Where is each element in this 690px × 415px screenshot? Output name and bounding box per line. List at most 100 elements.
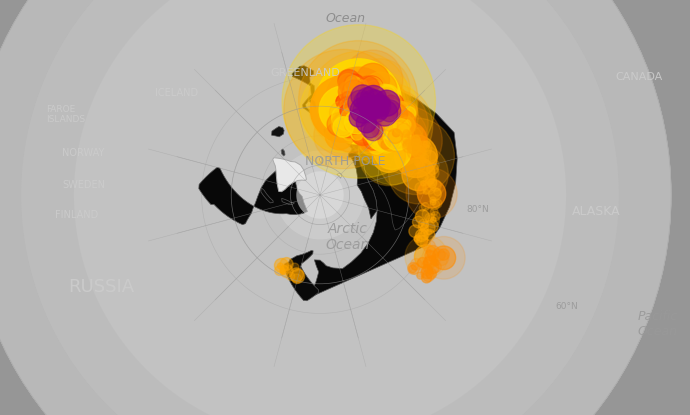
Circle shape — [432, 246, 455, 270]
Circle shape — [314, 110, 365, 161]
Circle shape — [356, 92, 376, 112]
Circle shape — [381, 88, 397, 104]
Circle shape — [345, 113, 357, 125]
Circle shape — [280, 258, 293, 271]
Circle shape — [380, 128, 403, 151]
Circle shape — [414, 235, 422, 243]
Circle shape — [280, 258, 293, 271]
Circle shape — [431, 208, 438, 215]
Text: 60°N: 60°N — [555, 302, 578, 311]
Circle shape — [360, 120, 380, 140]
Circle shape — [429, 256, 436, 262]
Circle shape — [382, 124, 406, 147]
Circle shape — [353, 99, 367, 112]
Circle shape — [376, 128, 386, 137]
Circle shape — [421, 239, 430, 249]
Circle shape — [388, 105, 408, 124]
Circle shape — [365, 132, 388, 155]
Circle shape — [359, 107, 372, 119]
Circle shape — [368, 111, 377, 120]
Circle shape — [357, 120, 375, 138]
Circle shape — [352, 129, 362, 139]
Circle shape — [365, 127, 383, 145]
Circle shape — [361, 113, 368, 121]
Circle shape — [423, 181, 435, 194]
Circle shape — [422, 221, 428, 228]
Circle shape — [373, 132, 411, 170]
Circle shape — [353, 94, 413, 154]
Circle shape — [346, 103, 364, 122]
Circle shape — [420, 267, 426, 272]
Circle shape — [360, 82, 378, 100]
Circle shape — [373, 115, 384, 126]
Circle shape — [362, 124, 377, 140]
Polygon shape — [281, 149, 285, 156]
Circle shape — [366, 95, 384, 114]
Circle shape — [395, 101, 407, 112]
Circle shape — [338, 103, 346, 111]
Circle shape — [423, 189, 428, 194]
Circle shape — [374, 107, 442, 175]
Circle shape — [429, 160, 439, 170]
Circle shape — [342, 77, 411, 145]
Circle shape — [357, 114, 366, 122]
Circle shape — [384, 107, 398, 122]
Text: RUSSIA: RUSSIA — [68, 278, 134, 296]
Circle shape — [434, 188, 441, 196]
Circle shape — [377, 88, 397, 107]
Circle shape — [371, 118, 394, 141]
Circle shape — [344, 111, 368, 134]
Circle shape — [382, 100, 402, 119]
Circle shape — [391, 100, 402, 112]
Polygon shape — [272, 127, 284, 137]
Circle shape — [348, 90, 372, 113]
Circle shape — [393, 129, 402, 138]
Circle shape — [368, 121, 391, 144]
Circle shape — [359, 86, 418, 146]
Circle shape — [360, 85, 386, 112]
Circle shape — [377, 124, 399, 146]
Circle shape — [333, 117, 348, 133]
Circle shape — [310, 76, 377, 142]
Circle shape — [402, 131, 415, 144]
Circle shape — [392, 110, 411, 129]
Circle shape — [350, 84, 368, 103]
Circle shape — [373, 88, 390, 105]
Circle shape — [412, 151, 417, 156]
Circle shape — [412, 139, 422, 149]
Circle shape — [423, 261, 428, 266]
Circle shape — [345, 123, 352, 131]
Circle shape — [364, 87, 402, 125]
Circle shape — [337, 114, 361, 138]
Circle shape — [353, 105, 376, 128]
Circle shape — [346, 94, 375, 122]
Circle shape — [377, 95, 396, 114]
Circle shape — [366, 122, 386, 142]
Circle shape — [422, 203, 429, 210]
Circle shape — [351, 120, 368, 137]
Circle shape — [343, 50, 403, 110]
Circle shape — [426, 166, 439, 179]
Circle shape — [382, 111, 401, 130]
Circle shape — [348, 80, 363, 95]
Circle shape — [384, 123, 411, 150]
Circle shape — [364, 101, 373, 110]
Circle shape — [389, 115, 399, 125]
Circle shape — [373, 107, 386, 120]
Circle shape — [331, 114, 353, 135]
Circle shape — [417, 272, 424, 279]
Circle shape — [368, 106, 382, 120]
Circle shape — [385, 109, 397, 120]
Circle shape — [371, 121, 393, 142]
Circle shape — [346, 110, 368, 132]
Circle shape — [357, 120, 379, 142]
Circle shape — [377, 89, 389, 100]
Circle shape — [420, 225, 428, 232]
Circle shape — [353, 93, 370, 109]
Circle shape — [356, 124, 371, 139]
Circle shape — [342, 81, 366, 104]
Polygon shape — [284, 251, 318, 301]
Circle shape — [373, 123, 386, 137]
Circle shape — [290, 268, 304, 282]
Circle shape — [423, 240, 435, 252]
